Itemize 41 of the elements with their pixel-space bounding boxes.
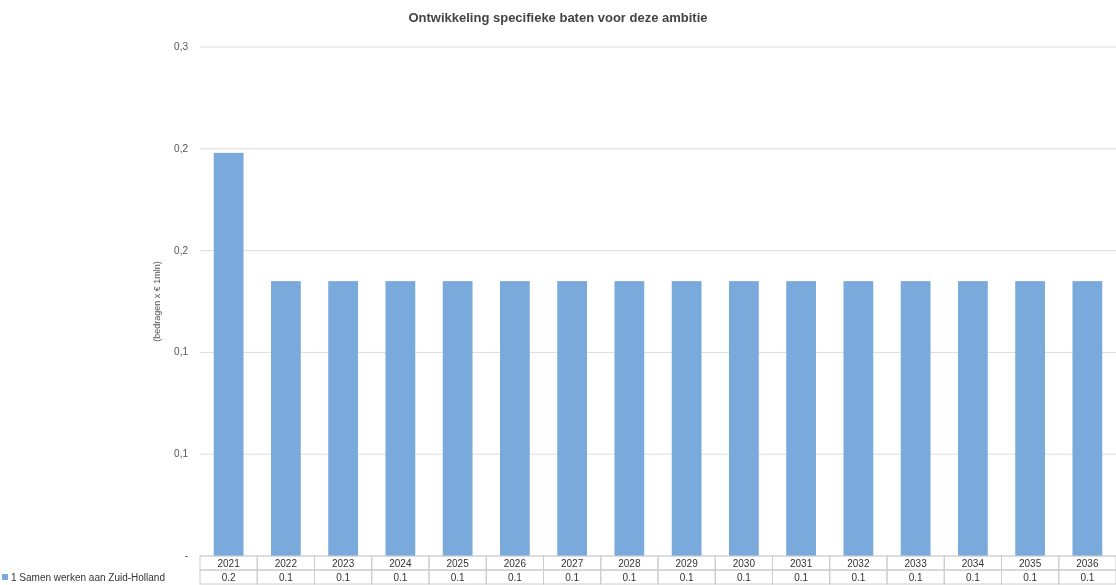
y-axis-title: (bedragen x € 1mln) <box>152 261 162 342</box>
data-label: 0.1 <box>965 572 981 583</box>
legend-label: 1 Samen werken aan Zuid-Holland <box>11 572 165 583</box>
x-tick-label: 2034 <box>961 558 985 569</box>
x-tick-label: 2025 <box>446 558 470 569</box>
x-tick-label: 2031 <box>790 558 813 569</box>
x-tick-label: 2036 <box>1076 558 1099 569</box>
x-tick-label: 2023 <box>332 558 355 569</box>
data-label: 0.1 <box>622 572 637 583</box>
data-label: 0.1 <box>851 572 866 583</box>
data-label: 0.1 <box>736 572 752 583</box>
data-label: 0.1 <box>679 572 695 583</box>
x-tick-label: 2035 <box>1019 558 1042 569</box>
x-tick-label: 2024 <box>389 558 412 569</box>
data-label: 0.1 <box>278 572 294 583</box>
data-label: 0.1 <box>393 572 408 583</box>
data-label: 0.1 <box>1080 572 1095 583</box>
x-tick-label: 2030 <box>732 558 756 569</box>
x-tick-label: 2021 <box>217 558 241 569</box>
data-label: 0.1 <box>794 572 809 583</box>
data-label: 0.2 <box>221 572 237 583</box>
data-label: 0.1 <box>1023 572 1038 583</box>
data-label: 0.1 <box>908 572 924 583</box>
x-tick-label: 2027 <box>561 558 584 569</box>
y-tick-label: 0,2 <box>174 142 189 154</box>
data-label: 0.1 <box>450 572 466 583</box>
data-label: 0.1 <box>507 572 523 583</box>
y-tick-label: 0,3 <box>174 41 189 52</box>
x-tick-label: 2033 <box>904 558 928 569</box>
x-tick-label: 2026 <box>503 558 527 569</box>
x-tick-label: 2022 <box>274 558 298 569</box>
chart-title: Ontwikkeling specifieke baten voor deze ambitie <box>408 10 708 25</box>
y-tick-label: 0,2 <box>174 244 189 256</box>
y-tick-label: - <box>184 550 188 561</box>
data-label: 0.1 <box>336 572 351 583</box>
x-tick-label: 2032 <box>847 558 870 569</box>
y-tick-label: 0,1 <box>174 346 189 358</box>
x-tick-label: 2029 <box>675 558 699 569</box>
x-tick-label: 2028 <box>618 558 641 569</box>
y-tick-label: 0,1 <box>174 448 189 460</box>
data-label: 0.1 <box>565 572 580 583</box>
